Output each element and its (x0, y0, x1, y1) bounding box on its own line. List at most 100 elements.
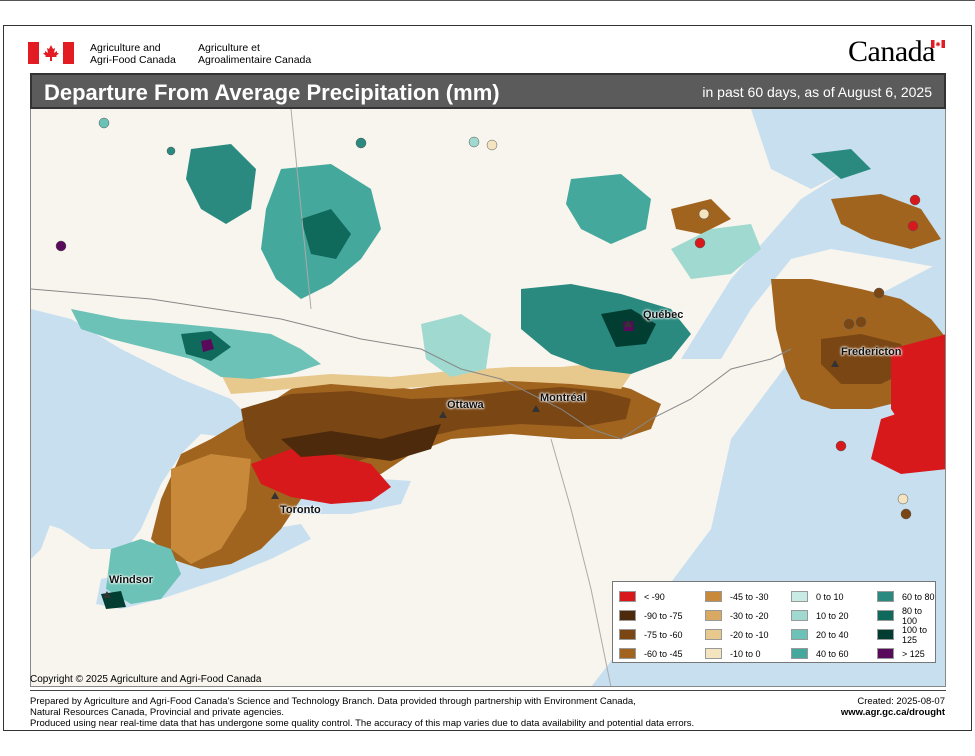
legend-item: -10 to 0 (705, 644, 791, 663)
mild-dry-band (221, 364, 631, 394)
legend-swatch (619, 610, 636, 621)
legend-label: -30 to -20 (730, 610, 769, 621)
canada-wordmark: Canada (848, 35, 935, 68)
legend-swatch (619, 629, 636, 640)
city-label-ottawa: Ottawa (447, 399, 484, 411)
legend-label: > 125 (902, 648, 925, 659)
very-dry-band (281, 424, 441, 461)
map-legend: < -90 -45 to -30 0 to 10 60 to 80 -90 to -75… (612, 581, 936, 663)
legend-swatch (877, 610, 894, 621)
legend-label: 0 to 10 (816, 591, 844, 602)
legend-swatch (791, 610, 808, 621)
legend-label: -90 to -75 (644, 610, 683, 621)
legend-item: -45 to -30 (705, 587, 791, 606)
gulf-st-lawrence (681, 129, 945, 359)
top-rule (0, 0, 975, 1)
legend-swatch (791, 629, 808, 640)
legend-item: > 125 (877, 644, 937, 663)
legend-swatch (705, 648, 722, 659)
legend-label: 20 to 40 (816, 629, 849, 640)
legend-item: 0 to 10 (791, 587, 877, 606)
lake-michigan (31, 369, 61, 559)
legend-label: -10 to 0 (730, 648, 761, 659)
lake-huron (31, 309, 261, 549)
footer-credit-line1: Prepared by Agriculture and Agri-Food Ca… (30, 696, 636, 707)
city-label-windsor: Windsor (109, 574, 153, 586)
legend-label: -75 to -60 (644, 629, 683, 640)
wet-zone-northwest (186, 144, 256, 224)
legend-label: -45 to -30 (730, 591, 769, 602)
legend-item: 60 to 80 (877, 587, 937, 606)
city-label-toronto: Toronto (280, 504, 321, 516)
extreme-dry-toronto (251, 449, 391, 504)
legend-label: -60 to -45 (644, 648, 683, 659)
legend-swatch (619, 591, 636, 602)
legend-item: < -90 (619, 587, 705, 606)
legend-grid: < -90 -45 to -30 0 to 10 60 to 80 -90 to -75… (619, 587, 937, 663)
wet-zone-laurentian (566, 174, 651, 244)
windsor-marker (103, 591, 111, 598)
footer-url[interactable]: www.agr.gc.ca/drought (840, 707, 945, 718)
province-border-north (290, 109, 312, 310)
dept-name-en: Agriculture and Agri-Food Canada (90, 42, 176, 66)
legend-item: 10 to 20 (791, 606, 877, 625)
precipitation-map: Québec Montréal Ottawa Toronto Windsor F… (30, 109, 946, 687)
legend-item: 20 to 40 (791, 625, 877, 644)
legend-label: 10 to 20 (816, 610, 849, 621)
legend-item: 100 to 125 (877, 624, 937, 645)
map-canvas (31, 109, 945, 686)
legend-swatch (791, 591, 808, 602)
title-bar: Departure From Average Precipitation (mm… (30, 73, 946, 109)
legend-label: 60 to 80 (902, 591, 935, 602)
legend-item: -75 to -60 (619, 625, 705, 644)
toronto-marker (271, 492, 279, 499)
quebec-marker (624, 320, 632, 327)
legend-swatch (877, 648, 894, 659)
legend-label: 80 to 100 (902, 605, 923, 626)
wet-zone-quebec (521, 284, 691, 374)
legend-item: 80 to 100 (877, 605, 937, 626)
legend-label: 40 to 60 (816, 648, 849, 659)
wet-core-algonquin (301, 209, 351, 259)
wet-zone-ottawa-north (421, 314, 491, 377)
footer-rule (30, 690, 946, 691)
canada-flag-icon (28, 42, 74, 64)
legend-label: < -90 (644, 591, 665, 602)
fredericton-marker (831, 360, 839, 367)
legend-swatch (705, 629, 722, 640)
province-border (31, 288, 792, 440)
upper-gulf (751, 109, 945, 189)
wet-zone-gaspe (811, 149, 871, 179)
extreme-wet-north (201, 339, 214, 352)
legend-swatch (705, 591, 722, 602)
wordmark-flag-icon (931, 40, 945, 48)
legend-label: -20 to -10 (730, 629, 769, 640)
city-label-fredericton: Fredericton (841, 346, 902, 358)
legend-item: -90 to -75 (619, 606, 705, 625)
legend-label: 100 to 125 (902, 624, 928, 645)
dept-name-fr: Agriculture et Agroalimentaire Canada (198, 42, 312, 66)
created-date: Created: 2025-08-07 (857, 696, 945, 707)
legend-item: -60 to -45 (619, 644, 705, 663)
city-label-quebec: Québec (643, 309, 684, 321)
dry-core-new-brunswick (821, 334, 911, 384)
legend-swatch (877, 591, 894, 602)
legend-item: 40 to 60 (791, 644, 877, 663)
legend-swatch (619, 648, 636, 659)
dry-southwest (171, 454, 251, 564)
legend-item: -20 to -10 (705, 625, 791, 644)
map-title: Departure From Average Precipitation (mm… (44, 80, 500, 105)
city-label-montreal: Montréal (540, 392, 586, 404)
legend-item: -30 to -20 (705, 606, 791, 625)
extreme-dry-nova-scotia (871, 394, 945, 474)
dry-zone-gaspe (831, 194, 941, 249)
legend-swatch (877, 629, 894, 640)
montreal-marker (532, 405, 540, 412)
legend-swatch (705, 610, 722, 621)
footer-disclaimer: Produced using near real-time data that … (30, 718, 695, 729)
wet-zone-st-lawrence (671, 224, 761, 279)
map-subtitle: in past 60 days, as of August 6, 2025 (702, 84, 932, 100)
ottawa-marker (439, 411, 447, 418)
legend-swatch (791, 648, 808, 659)
footer-credit-line2: Natural Resources Canada, Provincial and… (30, 707, 284, 718)
